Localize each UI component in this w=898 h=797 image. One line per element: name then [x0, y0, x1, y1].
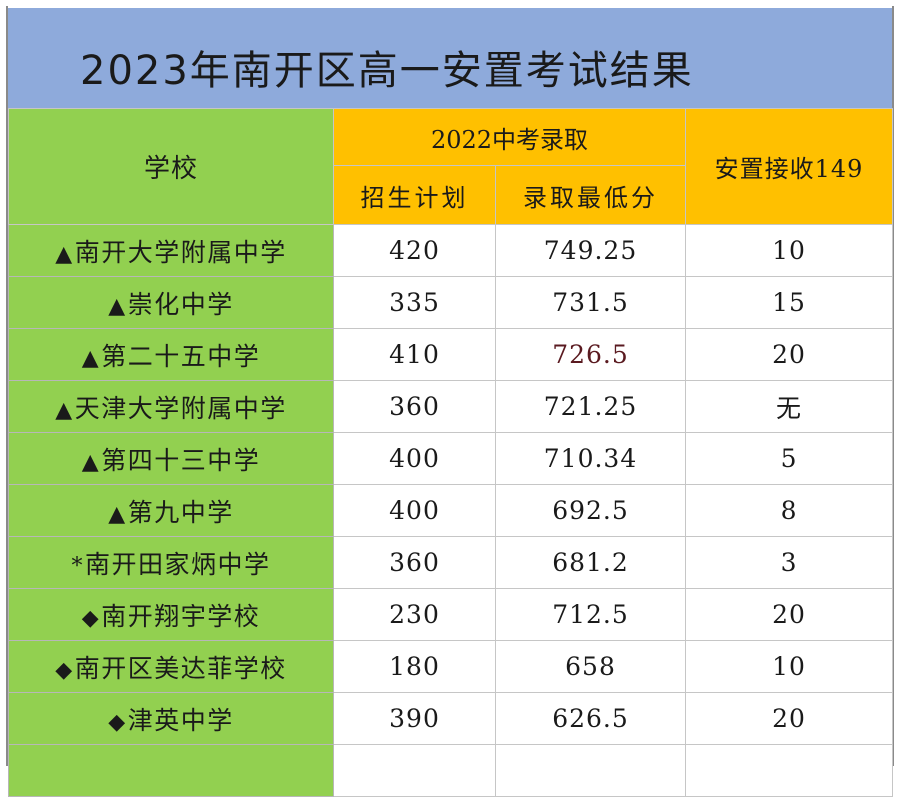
plan-cell: 390 [333, 692, 496, 745]
min-score-cell: 710.34 [494, 432, 687, 485]
school-name-cell: ◆南开翔宇学校 [8, 588, 334, 641]
asterisk-marker-icon: * [71, 553, 84, 579]
plan-cell: 180 [333, 640, 496, 693]
min-score-cell: 731.5 [494, 276, 687, 329]
plan-cell: 360 [333, 380, 496, 433]
header-placement: 安置接收149 [685, 108, 894, 225]
triangle-marker-icon: ▲ [55, 397, 74, 423]
table-row: ◆津英中学 390 626.5 20 [8, 692, 894, 745]
school-name: 南开田家炳中学 [84, 549, 271, 579]
school-name: 津英中学 [127, 705, 234, 735]
school-name: 崇化中学 [127, 289, 234, 319]
school-name-cell: ▲第二十五中学 [8, 328, 334, 381]
table-row: *南开田家炳中学 360 681.2 3 [8, 536, 894, 589]
table-row-cropped [8, 744, 894, 797]
results-table: 学校 2022中考录取 安置接收149 招生计划 录取最低分 ▲南开大学附属中学… [8, 108, 894, 797]
school-name-cell: ▲天津大学附属中学 [8, 380, 334, 433]
min-score-cell: 749.25 [494, 224, 687, 277]
triangle-marker-icon: ▲ [108, 293, 127, 319]
triangle-marker-icon: ▲ [55, 241, 74, 267]
plan-cell: 410 [333, 328, 496, 381]
placement-cell: 20 [685, 692, 894, 745]
min-score-cell: 726.5 [494, 328, 687, 381]
min-score-cell: 626.5 [494, 692, 687, 745]
school-name-cell: *南开田家炳中学 [8, 536, 334, 589]
min-score-cell: 681.2 [494, 536, 687, 589]
placement-cell: 5 [685, 432, 894, 485]
school-name-cell: ▲崇化中学 [8, 276, 334, 329]
triangle-marker-icon: ▲ [81, 449, 101, 475]
min-score-cell: 721.25 [494, 380, 687, 433]
diamond-marker-icon: ◆ [81, 605, 101, 631]
table-frame [6, 6, 894, 766]
min-score-cell: 692.5 [494, 484, 687, 537]
placement-cell: 15 [685, 276, 894, 329]
school-name: 第四十三中学 [101, 445, 261, 475]
school-name: 南开区美达菲学校 [74, 653, 287, 683]
diamond-marker-icon: ◆ [55, 657, 74, 683]
plan-cell: 360 [333, 536, 496, 589]
plan-cell [333, 744, 496, 797]
placement-cell: 10 [685, 224, 894, 277]
table-row: ◆南开翔宇学校 230 712.5 20 [8, 588, 894, 641]
plan-cell: 400 [333, 484, 496, 537]
school-name: 天津大学附属中学 [74, 393, 287, 423]
placement-cell: 20 [685, 328, 894, 381]
school-name-cell [8, 744, 334, 797]
min-score-cell [494, 744, 687, 797]
min-score-cell: 658 [494, 640, 687, 693]
triangle-marker-icon: ▲ [108, 501, 127, 527]
school-name: 第二十五中学 [101, 341, 261, 371]
placement-cell: 3 [685, 536, 894, 589]
plan-cell: 420 [333, 224, 496, 277]
school-name-cell: ▲第九中学 [8, 484, 334, 537]
table-row: ▲南开大学附属中学 420 749.25 10 [8, 224, 894, 277]
header-school: 学校 [8, 108, 334, 225]
table-row: ◆南开区美达菲学校 180 658 10 [8, 640, 894, 693]
school-name-cell: ◆津英中学 [8, 692, 334, 745]
school-name: 第九中学 [127, 497, 234, 527]
placement-cell: 20 [685, 588, 894, 641]
header-min-score: 录取最低分 [494, 165, 687, 225]
diamond-marker-icon: ◆ [108, 709, 127, 735]
placement-cell: 10 [685, 640, 894, 693]
school-name: 南开翔宇学校 [101, 601, 261, 631]
plan-cell: 400 [333, 432, 496, 485]
school-name-cell: ◆南开区美达菲学校 [8, 640, 334, 693]
school-name-cell: ▲南开大学附属中学 [8, 224, 334, 277]
school-name: 南开大学附属中学 [74, 237, 287, 267]
header-2022-admission: 2022中考录取 [332, 108, 687, 166]
header-plan: 招生计划 [333, 165, 496, 225]
placement-cell: 无 [685, 380, 894, 433]
school-name-cell: ▲第四十三中学 [8, 432, 334, 485]
table-row: ▲崇化中学 335 731.5 15 [8, 276, 894, 329]
placement-cell: 8 [685, 484, 894, 537]
page-title: 2023年南开区高一安置考试结果 [80, 48, 694, 94]
table-row: ▲第九中学 400 692.5 8 [8, 484, 894, 537]
table-row: ▲第四十三中学 400 710.34 5 [8, 432, 894, 485]
title-bar: 2023年南开区高一安置考试结果 [8, 8, 892, 108]
plan-cell: 230 [333, 588, 496, 641]
min-score-cell: 712.5 [494, 588, 687, 641]
table-row: ▲天津大学附属中学 360 721.25 无 [8, 380, 894, 433]
plan-cell: 335 [333, 276, 496, 329]
placement-cell [685, 744, 894, 797]
triangle-marker-icon: ▲ [81, 345, 101, 371]
table-row: ▲第二十五中学 410 726.5 20 [8, 328, 894, 381]
